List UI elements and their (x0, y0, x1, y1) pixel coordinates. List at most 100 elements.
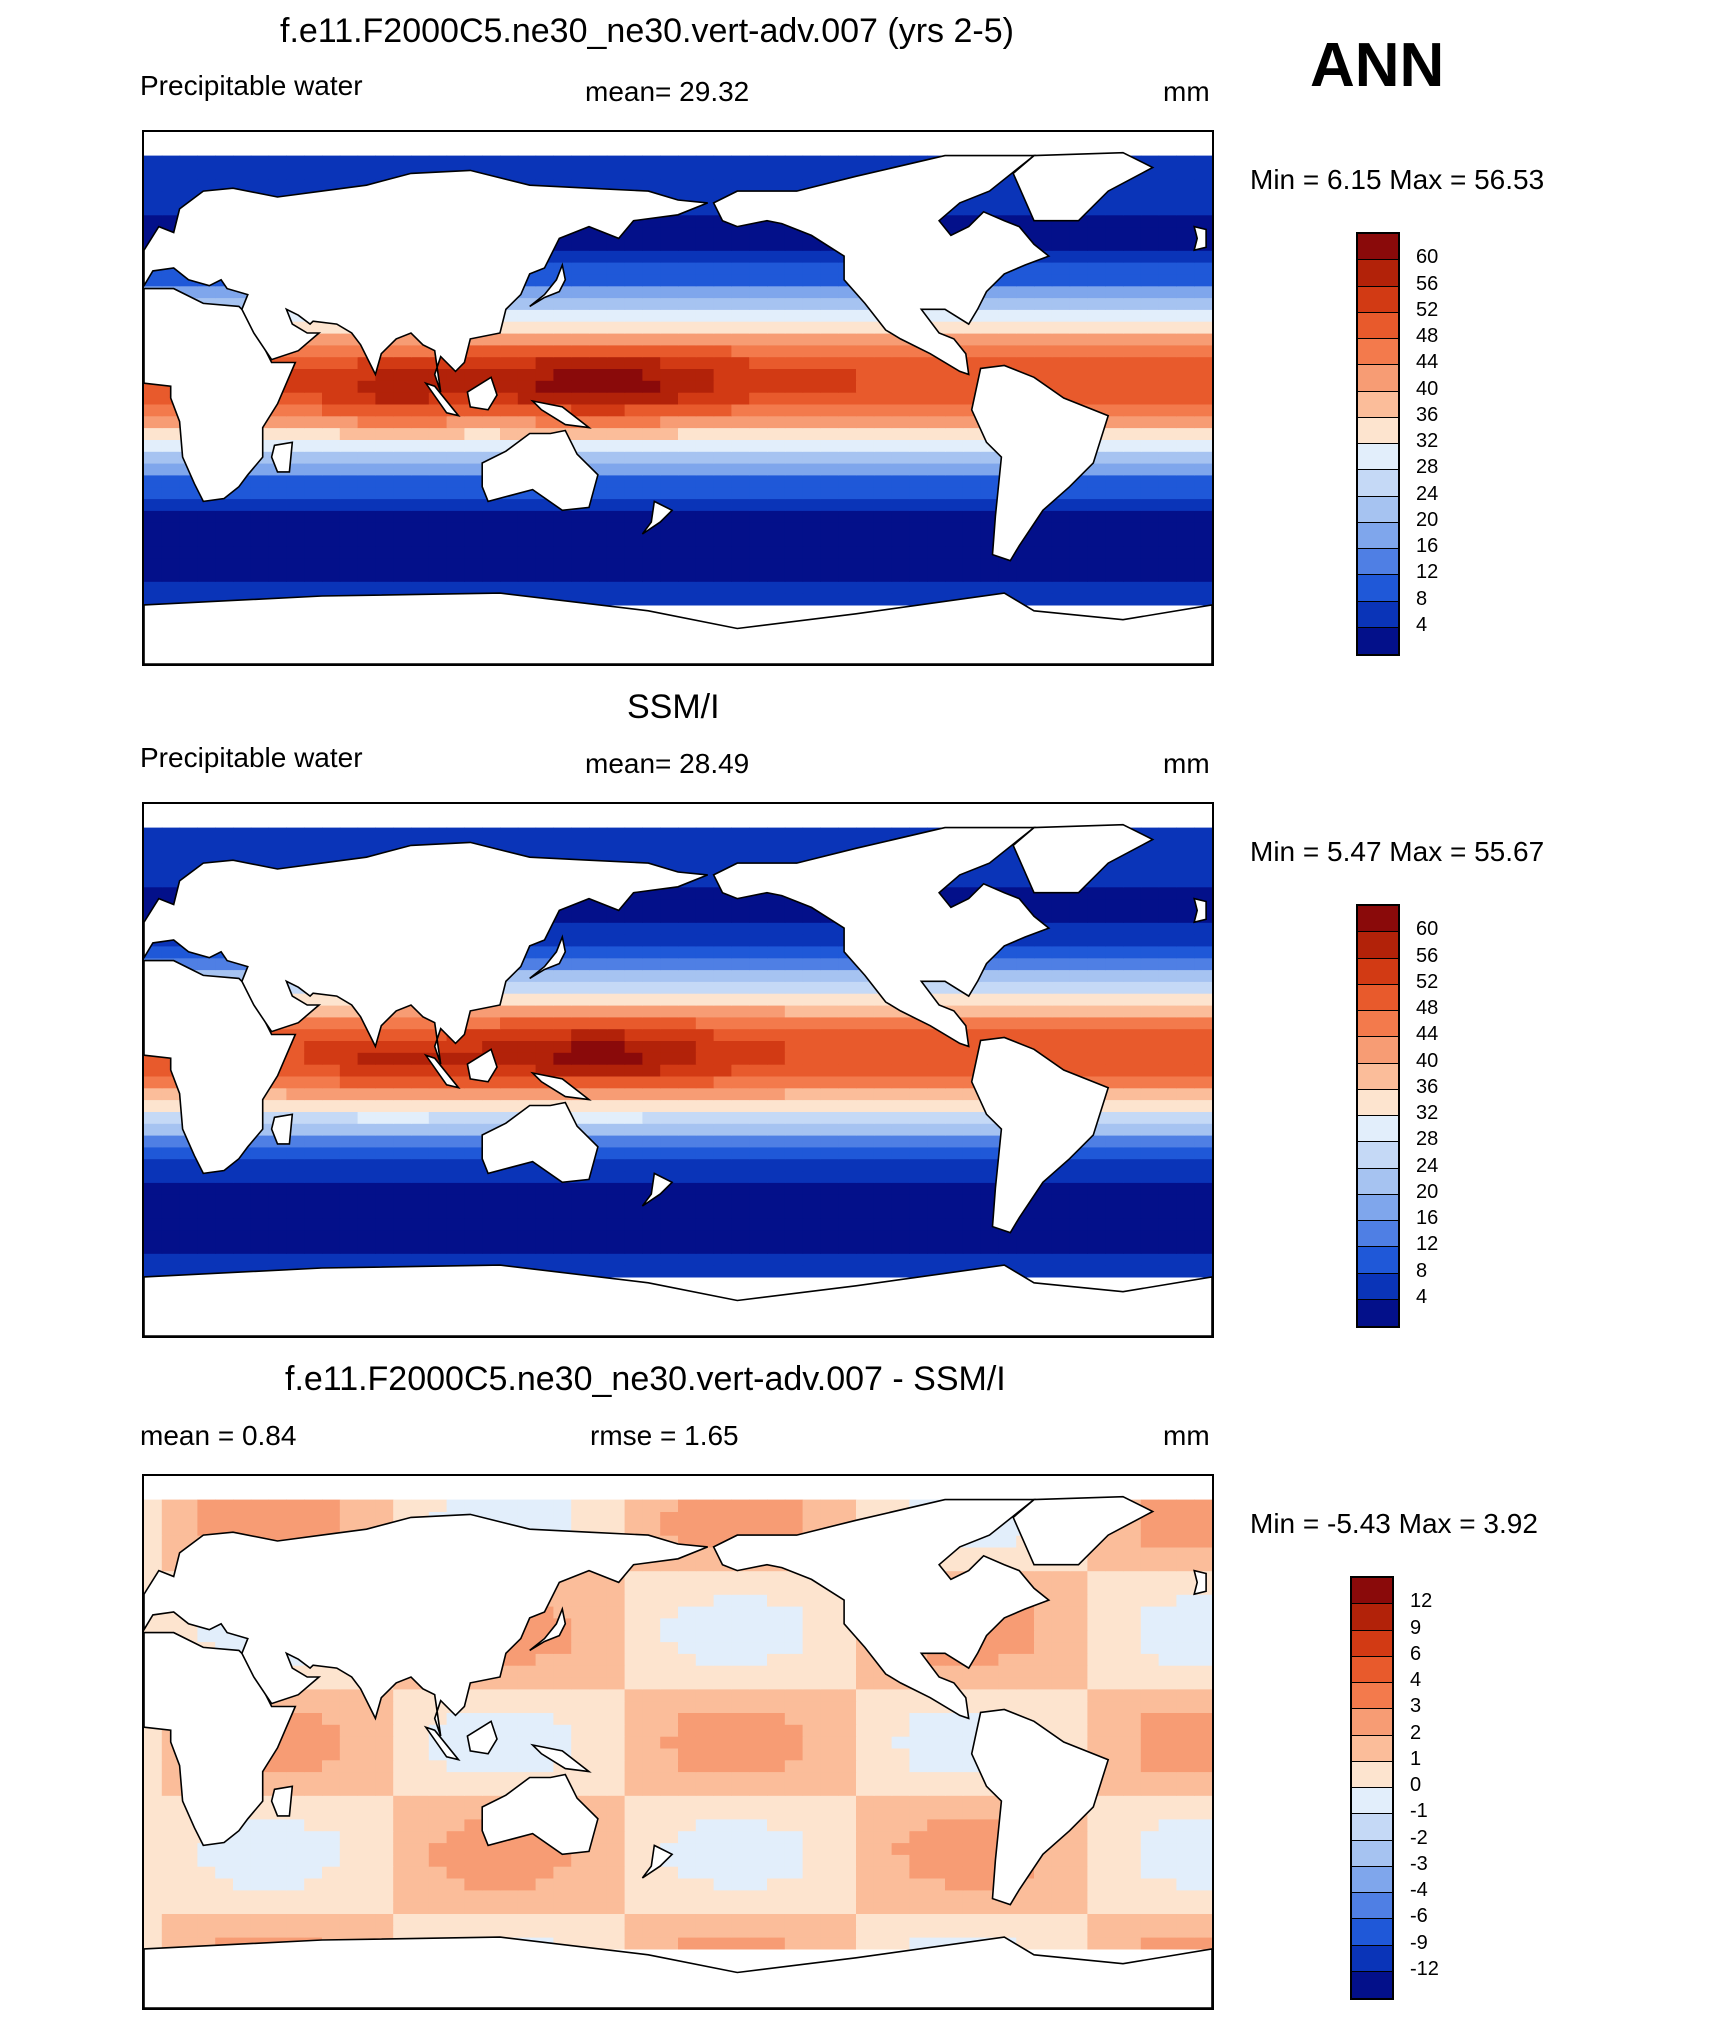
colorbar-tick-label: 20 (1416, 508, 1439, 531)
colorbar-segment (1358, 627, 1398, 654)
colorbar-tick-label: 52 (1416, 970, 1439, 993)
continent-borneo (466, 1048, 498, 1083)
colorbar-segment (1352, 1788, 1392, 1815)
panel-1-variable-label: Precipitable water (140, 70, 363, 101)
colorbar-tick-label: 16 (1416, 535, 1439, 557)
colorbar-segment (1358, 522, 1398, 549)
colorbar-segment (1358, 286, 1398, 313)
continent-samerica (970, 1036, 1110, 1234)
continent-australia (481, 429, 599, 512)
continent-sumatra (423, 381, 461, 418)
colorbar-segment (1358, 444, 1398, 471)
continent-japan (529, 934, 567, 980)
continent-antarctica (144, 1936, 1212, 2008)
colorbar-segment (1352, 1840, 1392, 1867)
continent-namerica (712, 826, 1051, 1048)
continent-namerica (712, 154, 1051, 376)
continent-samerica (970, 1708, 1110, 1906)
continent-eurasia (144, 169, 708, 393)
continent-sumatra (423, 1053, 461, 1090)
colorbar-segment (1358, 1142, 1398, 1169)
colorbar-tick-label: 4 (1416, 1285, 1428, 1308)
colorbar-tick-label: 20 (1416, 1180, 1439, 1203)
panel-3-units-label: mm (1163, 1420, 1210, 1451)
colorbar-segment (1358, 234, 1398, 261)
panel-3-mean-label: mean = 0.84 (140, 1420, 297, 1451)
panel-3-colorbar (1350, 1576, 1394, 2000)
colorbar-segment (1358, 1194, 1398, 1221)
colorbar-segment (1358, 1011, 1398, 1038)
continent-borneo (466, 376, 498, 411)
colorbar-tick-label: 56 (1416, 944, 1439, 967)
colorbar-tick-label: 1 (1410, 1747, 1422, 1770)
colorbar-segment (1352, 1919, 1392, 1946)
colorbar-tick-label: 60 (1416, 918, 1439, 941)
continent-eurasia (144, 1513, 708, 1737)
continent-australia (481, 1773, 599, 1856)
panel-1-title: f.e11.F2000C5.ne30_ne30.vert-adv.007 (yr… (280, 12, 1014, 50)
colorbar-segment (1358, 1089, 1398, 1116)
colorbar-tick-label: 12 (1416, 561, 1439, 584)
colorbar-tick-label: 16 (1416, 1207, 1439, 1229)
continent-borneo (466, 1720, 498, 1755)
continent-namerica (712, 1498, 1051, 1720)
continent-japan (529, 262, 567, 308)
panel-2-map-svg (144, 823, 1212, 1336)
colorbar-segment (1358, 601, 1398, 628)
colorbar-segment (1352, 1683, 1392, 1710)
continent-nz (641, 1172, 674, 1207)
colorbar-segment (1358, 496, 1398, 523)
colorbar-segment (1352, 1709, 1392, 1736)
continent-samerica (970, 364, 1110, 562)
colorbar-segment (1352, 1814, 1392, 1841)
colorbar-segment (1358, 1247, 1398, 1274)
colorbar-tick-label: 36 (1416, 403, 1439, 426)
continent-antarctica (144, 592, 1212, 664)
colorbar-tick-label: 32 (1416, 1102, 1439, 1124)
colorbar-tick-label: -6 (1410, 1905, 1428, 1928)
continent-nz (641, 1844, 674, 1879)
panel-2-units-label: mm (1163, 748, 1210, 779)
colorbar-segment (1358, 365, 1398, 392)
colorbar-segment (1358, 549, 1398, 576)
colorbar-tick-label: 48 (1416, 997, 1439, 1019)
colorbar-segment (1352, 1735, 1392, 1762)
colorbar-tick-label: 60 (1416, 246, 1439, 269)
continent-greenland (1012, 1495, 1155, 1566)
continent-eurasia (144, 841, 708, 1065)
colorbar-segment (1352, 1604, 1392, 1631)
panel-1-minmax: Min = 6.15 Max = 56.53 (1250, 164, 1545, 195)
season-label: ANN (1310, 31, 1445, 100)
colorbar-segment (1358, 1063, 1398, 1090)
panel-2-map (142, 802, 1214, 1338)
colorbar-tick-label: 24 (1416, 1154, 1439, 1177)
panel-3-map-svg (144, 1495, 1212, 2008)
panel-2-mean-label: mean= 28.49 (585, 748, 750, 779)
colorbar-segment (1352, 1945, 1392, 1972)
colorbar-tick-label: 3 (1410, 1695, 1422, 1718)
continent-uk (1193, 1569, 1207, 1596)
continent-greenland (1012, 823, 1155, 894)
colorbar-tick-label: 2 (1410, 1721, 1422, 1744)
continent-antarctica (144, 1264, 1212, 1336)
panel-2-title: SSM/I (627, 688, 720, 726)
colorbar-tick-label: 4 (1410, 1669, 1422, 1691)
colorbar-segment (1358, 906, 1398, 933)
colorbar-tick-label: 8 (1416, 1259, 1428, 1282)
continent-japan (529, 1606, 567, 1652)
colorbar-segment (1358, 984, 1398, 1011)
continent-newguinea (530, 1743, 592, 1773)
colorbar-tick-label: 0 (1410, 1774, 1422, 1796)
panel-1-units-label: mm (1163, 76, 1210, 107)
colorbar-segment (1352, 1761, 1392, 1788)
panel-1-mean-label: mean= 29.32 (585, 76, 750, 107)
colorbar-tick-label: 4 (1416, 613, 1428, 636)
continent-madagascar (270, 441, 294, 473)
panel-1-map (142, 130, 1214, 666)
colorbar-tick-label: 9 (1410, 1616, 1422, 1639)
continent-sumatra (423, 1725, 461, 1762)
colorbar-tick-label: 40 (1416, 377, 1439, 400)
colorbar-tick-label: -12 (1410, 1957, 1439, 1980)
colorbar-tick-label: 12 (1416, 1233, 1439, 1256)
panel-3-rmse-label: rmse = 1.65 (590, 1420, 739, 1451)
